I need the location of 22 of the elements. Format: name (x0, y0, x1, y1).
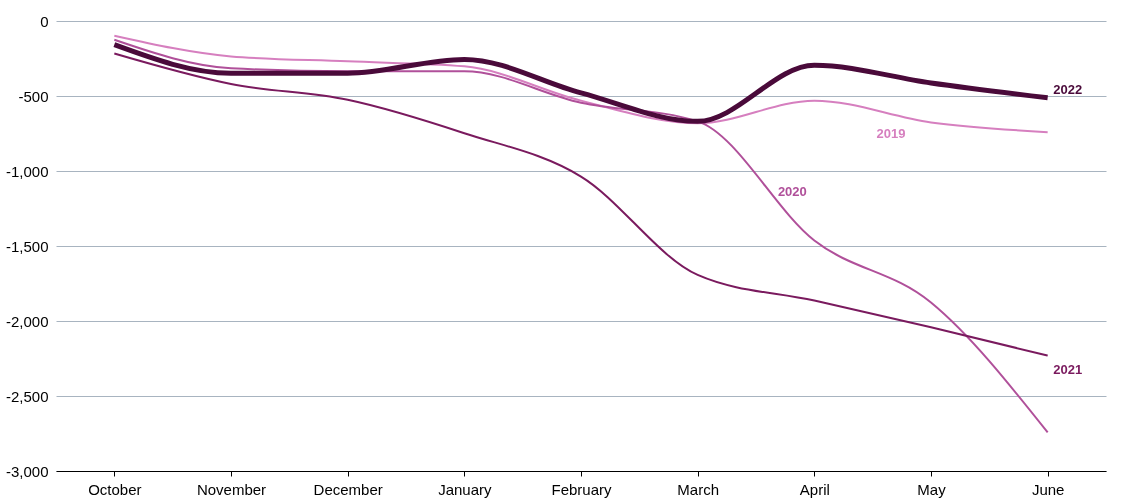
line-series (113, 52, 1049, 357)
series-label: 2022 (1053, 81, 1083, 97)
y-tick-label: -1,000 (5, 162, 49, 180)
y-tick-label: -3,000 (5, 462, 49, 480)
y-tick-label: 0 (40, 12, 49, 30)
y-tick-label: -1,500 (5, 237, 49, 255)
x-tick-label: October (88, 480, 142, 498)
y-tick-label: -2,500 (5, 387, 49, 405)
x-tick-label: November (196, 480, 267, 498)
y-tick-label: -500 (18, 87, 49, 105)
x-tick-label: June (1031, 480, 1065, 498)
x-tick-label: February (551, 480, 613, 498)
x-tick-label: January (438, 480, 493, 498)
series-label: 2020 (777, 184, 807, 200)
x-tick-label: December (313, 480, 383, 498)
x-tick-label: April (799, 480, 830, 498)
series-label: 2021 (1053, 361, 1083, 377)
line-series (113, 38, 1049, 434)
x-tick-label: March (677, 480, 720, 498)
series-label: 2019 (876, 126, 906, 142)
x-tick-label: May (917, 480, 947, 498)
y-tick-label: -2,000 (5, 312, 49, 330)
